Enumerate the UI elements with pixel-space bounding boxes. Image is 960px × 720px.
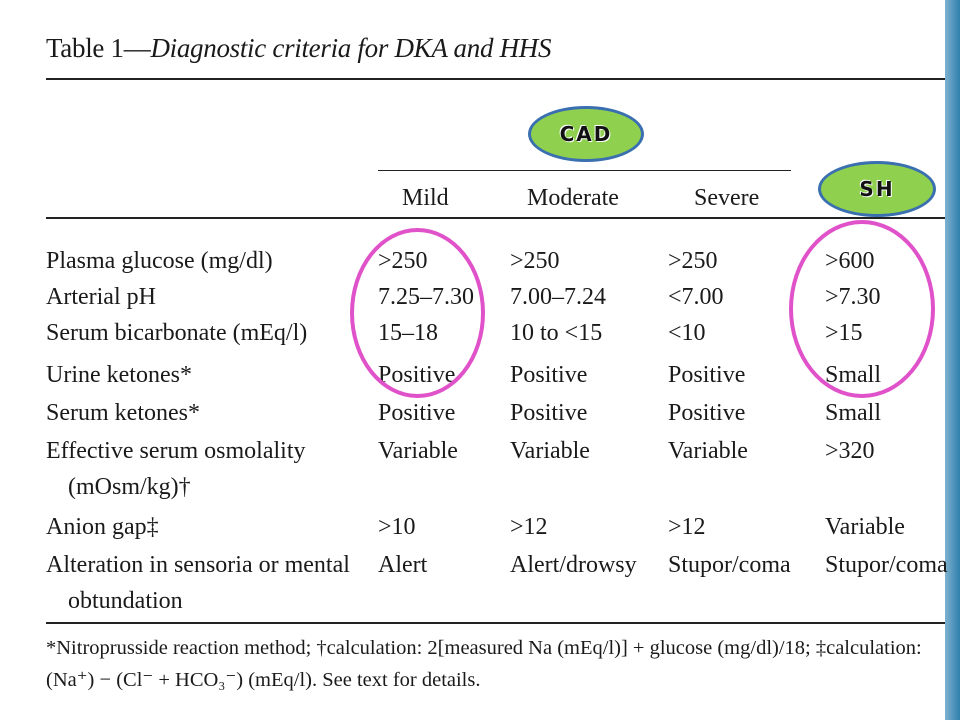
cell-hhs: Small <box>825 400 882 426</box>
cell-severe: Positive <box>668 400 746 426</box>
sh-badge: SH <box>818 161 936 217</box>
cell-severe: Stupor/coma <box>668 552 791 578</box>
dka-header-rule <box>378 170 791 171</box>
cell-moderate: Positive <box>510 362 588 388</box>
cad-badge: CAD <box>528 106 644 162</box>
table-bottom-rule <box>46 622 945 624</box>
cell-severe: Variable <box>668 438 748 464</box>
column-header-mild: Mild <box>402 185 449 211</box>
row-label: Effective serum osmolality <box>46 438 306 464</box>
mild-highlight-oval <box>350 228 485 398</box>
row-label: Arterial pH <box>46 284 156 310</box>
cell-mild: >10 <box>378 514 416 540</box>
cell-severe: Positive <box>668 362 746 388</box>
column-header-moderate: Moderate <box>527 185 619 211</box>
cell-severe: <10 <box>668 320 706 346</box>
footnote-line-1: *Nitroprusside reaction method; †calcula… <box>46 637 922 659</box>
column-header-severe: Severe <box>694 185 760 211</box>
cell-moderate: Positive <box>510 400 588 426</box>
top-rule <box>46 78 945 80</box>
cell-severe: >250 <box>668 248 718 274</box>
row-label: Serum ketones* <box>46 400 200 426</box>
table-title-text: Diagnostic criteria for DKA and HHS <box>150 33 552 63</box>
slide-edge-bar <box>945 0 960 720</box>
header-bottom-rule <box>46 217 945 219</box>
table-title: Table 1—Diagnostic criteria for DKA and … <box>46 33 551 64</box>
sh-badge-label: SH <box>859 177 895 201</box>
cell-moderate: 10 to <15 <box>510 320 603 346</box>
row-label: Urine ketones* <box>46 362 192 388</box>
row-label-continued: (mOsm/kg)† <box>68 474 191 500</box>
cell-moderate: Alert/drowsy <box>510 552 637 578</box>
row-label-continued: obtundation <box>68 588 183 614</box>
cad-badge-label: CAD <box>559 122 613 146</box>
table-footnote: *Nitroprusside reaction method; †calcula… <box>46 632 945 696</box>
cell-hhs: Stupor/coma <box>825 552 948 578</box>
cell-moderate: 7.00–7.24 <box>510 284 606 310</box>
row-label: Serum bicarbonate (mEq/l) <box>46 320 308 346</box>
cell-mild: Variable <box>378 438 458 464</box>
cell-moderate: >12 <box>510 514 548 540</box>
hhs-highlight-oval <box>789 220 935 398</box>
row-label: Plasma glucose (mg/dl) <box>46 248 273 274</box>
row-label: Alteration in sensoria or mental <box>46 552 350 578</box>
cell-mild: Positive <box>378 400 456 426</box>
cell-moderate: >250 <box>510 248 560 274</box>
cell-hhs: Variable <box>825 514 905 540</box>
footnote-line-2: (Na⁺) − (Cl⁻ + HCO₃⁻) (mEq/l). See text … <box>46 669 481 691</box>
row-label: Anion gap‡ <box>46 514 159 540</box>
cell-hhs: >320 <box>825 438 875 464</box>
table-title-label: Table 1— <box>46 33 151 63</box>
cell-moderate: Variable <box>510 438 590 464</box>
cell-severe: <7.00 <box>668 284 724 310</box>
cell-severe: >12 <box>668 514 706 540</box>
cell-mild: Alert <box>378 552 428 578</box>
